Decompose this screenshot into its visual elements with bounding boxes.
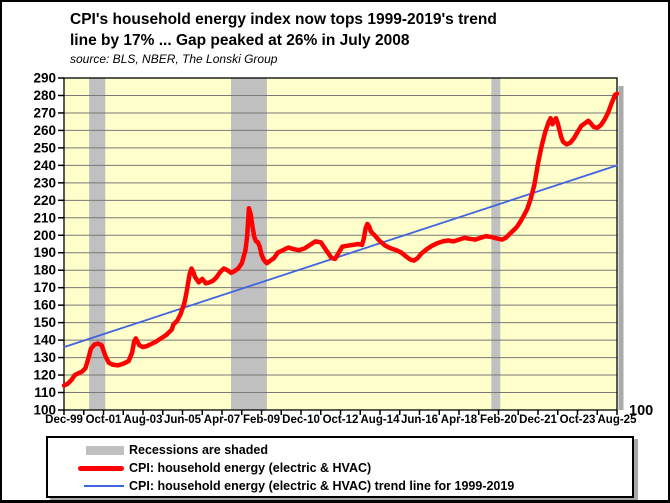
chart-title-line-2: line by 17% ... Gap peaked at 26% in Jul… xyxy=(70,32,410,49)
y-tick-label: 160 xyxy=(33,298,56,313)
y-tick-label: 200 xyxy=(33,228,56,243)
recession-band xyxy=(230,78,267,410)
recession-band xyxy=(491,78,501,410)
x-tick-label: Aug-25 xyxy=(598,414,638,426)
y-tick-label: 190 xyxy=(33,245,56,260)
y-tick-label: 220 xyxy=(33,193,56,208)
recession-swatch-icon xyxy=(86,445,124,455)
x-tick-label: Aug-14 xyxy=(361,414,401,426)
y-tick-label: 150 xyxy=(33,315,56,330)
plot-background xyxy=(64,78,617,410)
legend-row-cpi-series: CPI: household energy (electric & HVAC) xyxy=(48,459,632,477)
y-tick-label: 180 xyxy=(33,263,56,278)
x-tick-label: Feb-20 xyxy=(480,414,517,426)
x-tick-label: Apr-07 xyxy=(204,414,240,426)
y-tick-label: 290 xyxy=(33,71,56,86)
chart-title-line-1: CPI's household energy index now tops 19… xyxy=(70,11,497,28)
cpi-household-energy-series xyxy=(61,91,620,388)
legend-row-recessions: Recessions are shaded xyxy=(48,441,632,459)
legend-label-trend-line: CPI: household energy (electric & HVAC) … xyxy=(129,479,515,493)
plot-shadow xyxy=(618,86,624,410)
y-tick-label: 130 xyxy=(33,350,56,365)
x-tick-label: Jun-05 xyxy=(164,414,202,426)
y-tick-label: 280 xyxy=(33,88,56,103)
x-tick-label: Apr-18 xyxy=(441,414,478,426)
y-tick-label: 100 xyxy=(33,403,56,418)
x-tick-label: Jun-16 xyxy=(401,414,438,426)
x-tick-label: Dec-10 xyxy=(282,414,320,426)
x-tick-label: Aug-03 xyxy=(124,414,163,426)
legend: Recessions are shaded CPI: household ene… xyxy=(46,436,634,498)
y-tick-label: 260 xyxy=(33,123,56,138)
y-tick-label: 210 xyxy=(33,210,56,225)
y-tick-label: 140 xyxy=(33,333,56,348)
x-tick-label: Dec-21 xyxy=(519,414,557,426)
x-tick-label: Oct-01 xyxy=(86,414,122,426)
legend-label-recessions: Recessions are shaded xyxy=(129,443,268,457)
thin-blue-line-icon xyxy=(84,485,124,487)
x-tick-label: Oct-23 xyxy=(560,414,596,426)
x-tick-label: Dec-99 xyxy=(45,414,83,426)
legend-label-cpi-series: CPI: household energy (electric & HVAC) xyxy=(129,461,372,475)
thick-red-line-icon xyxy=(78,465,124,471)
y-tick-label: 110 xyxy=(34,385,56,400)
y-tick-label: 250 xyxy=(33,140,56,155)
right-axis-label: 100 xyxy=(629,403,653,419)
y-tick-label: 120 xyxy=(33,368,56,383)
x-tick-label: Oct-12 xyxy=(323,414,359,426)
trend-line-series xyxy=(63,164,618,349)
chart-header: CPI's household energy index now tops 19… xyxy=(70,9,497,66)
recession-band xyxy=(89,78,106,410)
y-tick-label: 170 xyxy=(33,280,56,295)
y-tick-label: 240 xyxy=(33,158,56,173)
source-note: source: BLS, NBER, The Lonski Group xyxy=(70,52,278,66)
y-tick-label: 270 xyxy=(33,105,56,120)
y-tick-label: 230 xyxy=(33,175,56,190)
legend-row-trend-line: CPI: household energy (electric & HVAC) … xyxy=(48,477,632,495)
x-tick-label: Feb-09 xyxy=(243,414,280,426)
